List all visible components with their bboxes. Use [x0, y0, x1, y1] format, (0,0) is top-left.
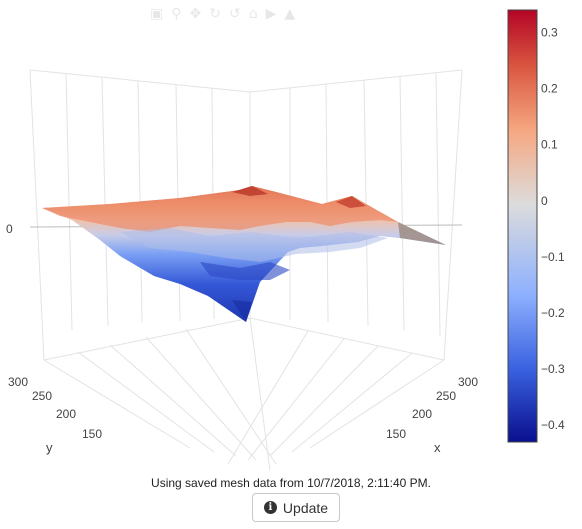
- update-button[interactable]: i Update: [252, 493, 340, 522]
- colorbar-tick-label: 0.2: [541, 82, 558, 96]
- status-text: Using saved mesh data from 10/7/2018, 2:…: [151, 476, 431, 490]
- y-tick-label: 200: [56, 407, 76, 421]
- y-tick-label: 150: [82, 427, 102, 441]
- plotly-logo-icon[interactable]: ▲: [284, 6, 296, 22]
- surface-plot[interactable]: 0 300 250 200 150 y 300 250 200 150 x 0.…: [0, 0, 582, 470]
- hover-icon[interactable]: ▶: [265, 6, 277, 22]
- colorbar-tick-label: 0.1: [541, 138, 558, 152]
- turntable-icon[interactable]: ↺: [228, 6, 241, 22]
- colorbar-tick-label: −0.2: [541, 306, 565, 320]
- colorbar-gradient: [507, 9, 538, 443]
- camera-icon[interactable]: ▣: [150, 6, 164, 22]
- y-tick-label: 300: [8, 375, 28, 389]
- orbit-icon[interactable]: ↻: [209, 6, 221, 22]
- colorbar-tick-label: 0: [541, 194, 548, 208]
- x-tick-label: 150: [386, 427, 406, 441]
- colorbar-tick-label: −0.4: [541, 418, 565, 432]
- update-button-label: Update: [282, 499, 329, 516]
- y-tick-label: 250: [32, 389, 52, 403]
- zoom-icon[interactable]: ⚲: [171, 6, 182, 22]
- pan-icon[interactable]: ✥: [189, 6, 202, 22]
- surface-mesh: [42, 186, 446, 322]
- x-tick-label: 300: [458, 375, 478, 389]
- colorbar-tick-label: 0.3: [541, 25, 558, 39]
- z-tick-label: 0: [6, 222, 13, 236]
- scene-grid: [29, 69, 463, 470]
- x-tick-label: 200: [412, 407, 432, 421]
- y-axis-title: y: [46, 440, 53, 455]
- colorbar: 0.3 0.2 0.1 0 −0.1 −0.2 −0.3 −0.4: [507, 9, 565, 443]
- x-axis-title: x: [434, 440, 441, 455]
- info-icon: i: [263, 501, 277, 514]
- colorbar-tick-label: −0.1: [541, 250, 565, 264]
- modebar: ▣ ⚲ ✥ ↻ ↺ ⌂ ▶ ▲: [150, 6, 295, 22]
- colorbar-tick-label: −0.3: [541, 362, 565, 376]
- reset-icon[interactable]: ⌂: [248, 6, 258, 22]
- x-tick-label: 250: [436, 389, 456, 403]
